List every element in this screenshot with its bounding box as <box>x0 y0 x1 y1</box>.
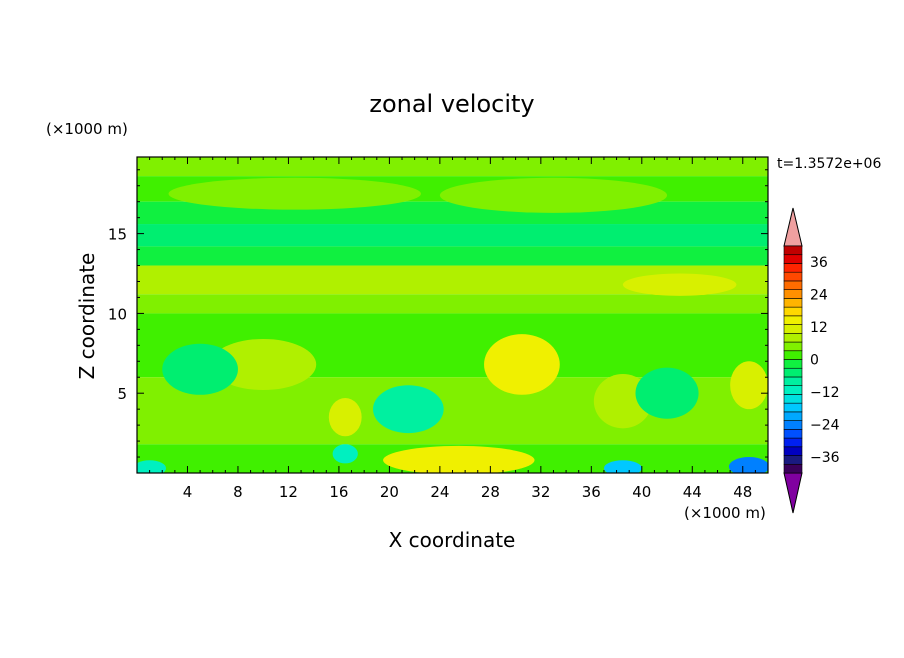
colorbar-segment <box>783 306 803 317</box>
colorbar-segment <box>783 455 803 465</box>
colorbar-segment <box>783 245 803 256</box>
colorbar-segment <box>783 463 803 474</box>
x-tick-label: 16 <box>329 483 348 501</box>
x-axis-label: X coordinate <box>389 528 516 552</box>
time-label: t=1.3572e+06 <box>777 156 881 172</box>
velocity-feature <box>332 444 358 464</box>
velocity-feature <box>137 460 167 473</box>
colorbar-label: −24 <box>810 417 840 433</box>
colorbar-label: 0 <box>810 353 819 369</box>
x-tick-label: 4 <box>183 483 193 501</box>
colorbar-segment <box>783 411 803 421</box>
velocity-feature <box>328 397 362 437</box>
colorbar-segment <box>783 263 803 273</box>
colorbar-segment <box>783 333 803 343</box>
x-tick-label: 20 <box>380 483 399 501</box>
colorbar-segment <box>783 271 803 282</box>
colorbar-label: −36 <box>810 450 840 466</box>
colorbar-segment <box>783 376 803 386</box>
colorbar-label: 24 <box>810 288 828 304</box>
chart-title: zonal velocity <box>369 90 534 118</box>
velocity-feature <box>603 460 642 473</box>
colorbar-segment <box>783 280 803 290</box>
velocity-feature <box>728 457 768 473</box>
velocity-feature <box>439 177 668 213</box>
x-unit-label: (×1000 m) <box>684 504 766 522</box>
velocity-field <box>137 157 768 473</box>
x-tick-label: 8 <box>233 483 243 501</box>
velocity-feature <box>622 273 737 296</box>
colorbar-label: 36 <box>810 255 828 271</box>
colorbar-label: −12 <box>810 385 840 401</box>
velocity-feature <box>210 338 317 391</box>
colorbar-segment <box>783 402 803 413</box>
x-tick-label: 28 <box>481 483 500 501</box>
x-tick-label: 36 <box>582 483 601 501</box>
colorbar-segment <box>783 367 803 378</box>
colorbar: 36 24 12 0 −12 −24 −36 <box>783 207 840 514</box>
colorbar-segment <box>783 359 803 369</box>
velocity-band <box>137 224 768 247</box>
velocity-band <box>137 294 768 314</box>
colorbar-segment <box>783 429 803 439</box>
colorbar-segment <box>783 324 803 334</box>
y-tick-label: 15 <box>108 226 127 244</box>
colorbar-label: 12 <box>810 320 828 336</box>
x-tick-label: 32 <box>531 483 550 501</box>
velocity-feature <box>635 367 699 419</box>
colorbar-segment <box>783 385 803 395</box>
colorbar-segment <box>783 289 803 299</box>
velocity-band <box>137 246 768 266</box>
colorbar-segment <box>783 394 803 404</box>
colorbar-segment <box>783 298 803 308</box>
colorbar-segment <box>783 341 803 352</box>
colorbar-under-triangle <box>783 472 803 514</box>
colorbar-segment <box>783 350 803 360</box>
y-unit-label: (×1000 m) <box>46 120 128 138</box>
y-tick-label: 5 <box>117 385 127 403</box>
y-axis-label: Z coordinate <box>75 253 99 380</box>
velocity-feature <box>730 361 768 410</box>
velocity-feature <box>168 177 421 210</box>
velocity-feature <box>372 385 444 434</box>
colorbar-segment <box>783 254 803 264</box>
x-tick-label: 48 <box>733 483 752 501</box>
velocity-band <box>137 157 768 177</box>
velocity-feature <box>162 343 238 395</box>
x-tick-label: 24 <box>430 483 449 501</box>
colorbar-over-triangle <box>783 207 803 247</box>
velocity-feature <box>484 334 560 395</box>
x-tick-label: 12 <box>279 483 298 501</box>
colorbar-segment <box>783 446 803 456</box>
velocity-feature <box>383 445 535 473</box>
colorbar-segment <box>783 315 803 325</box>
x-tick-label: 44 <box>683 483 702 501</box>
y-tick-label: 10 <box>108 305 127 323</box>
colorbar-segment <box>783 420 803 430</box>
x-tick-label: 40 <box>632 483 651 501</box>
colorbar-segment <box>783 437 803 448</box>
